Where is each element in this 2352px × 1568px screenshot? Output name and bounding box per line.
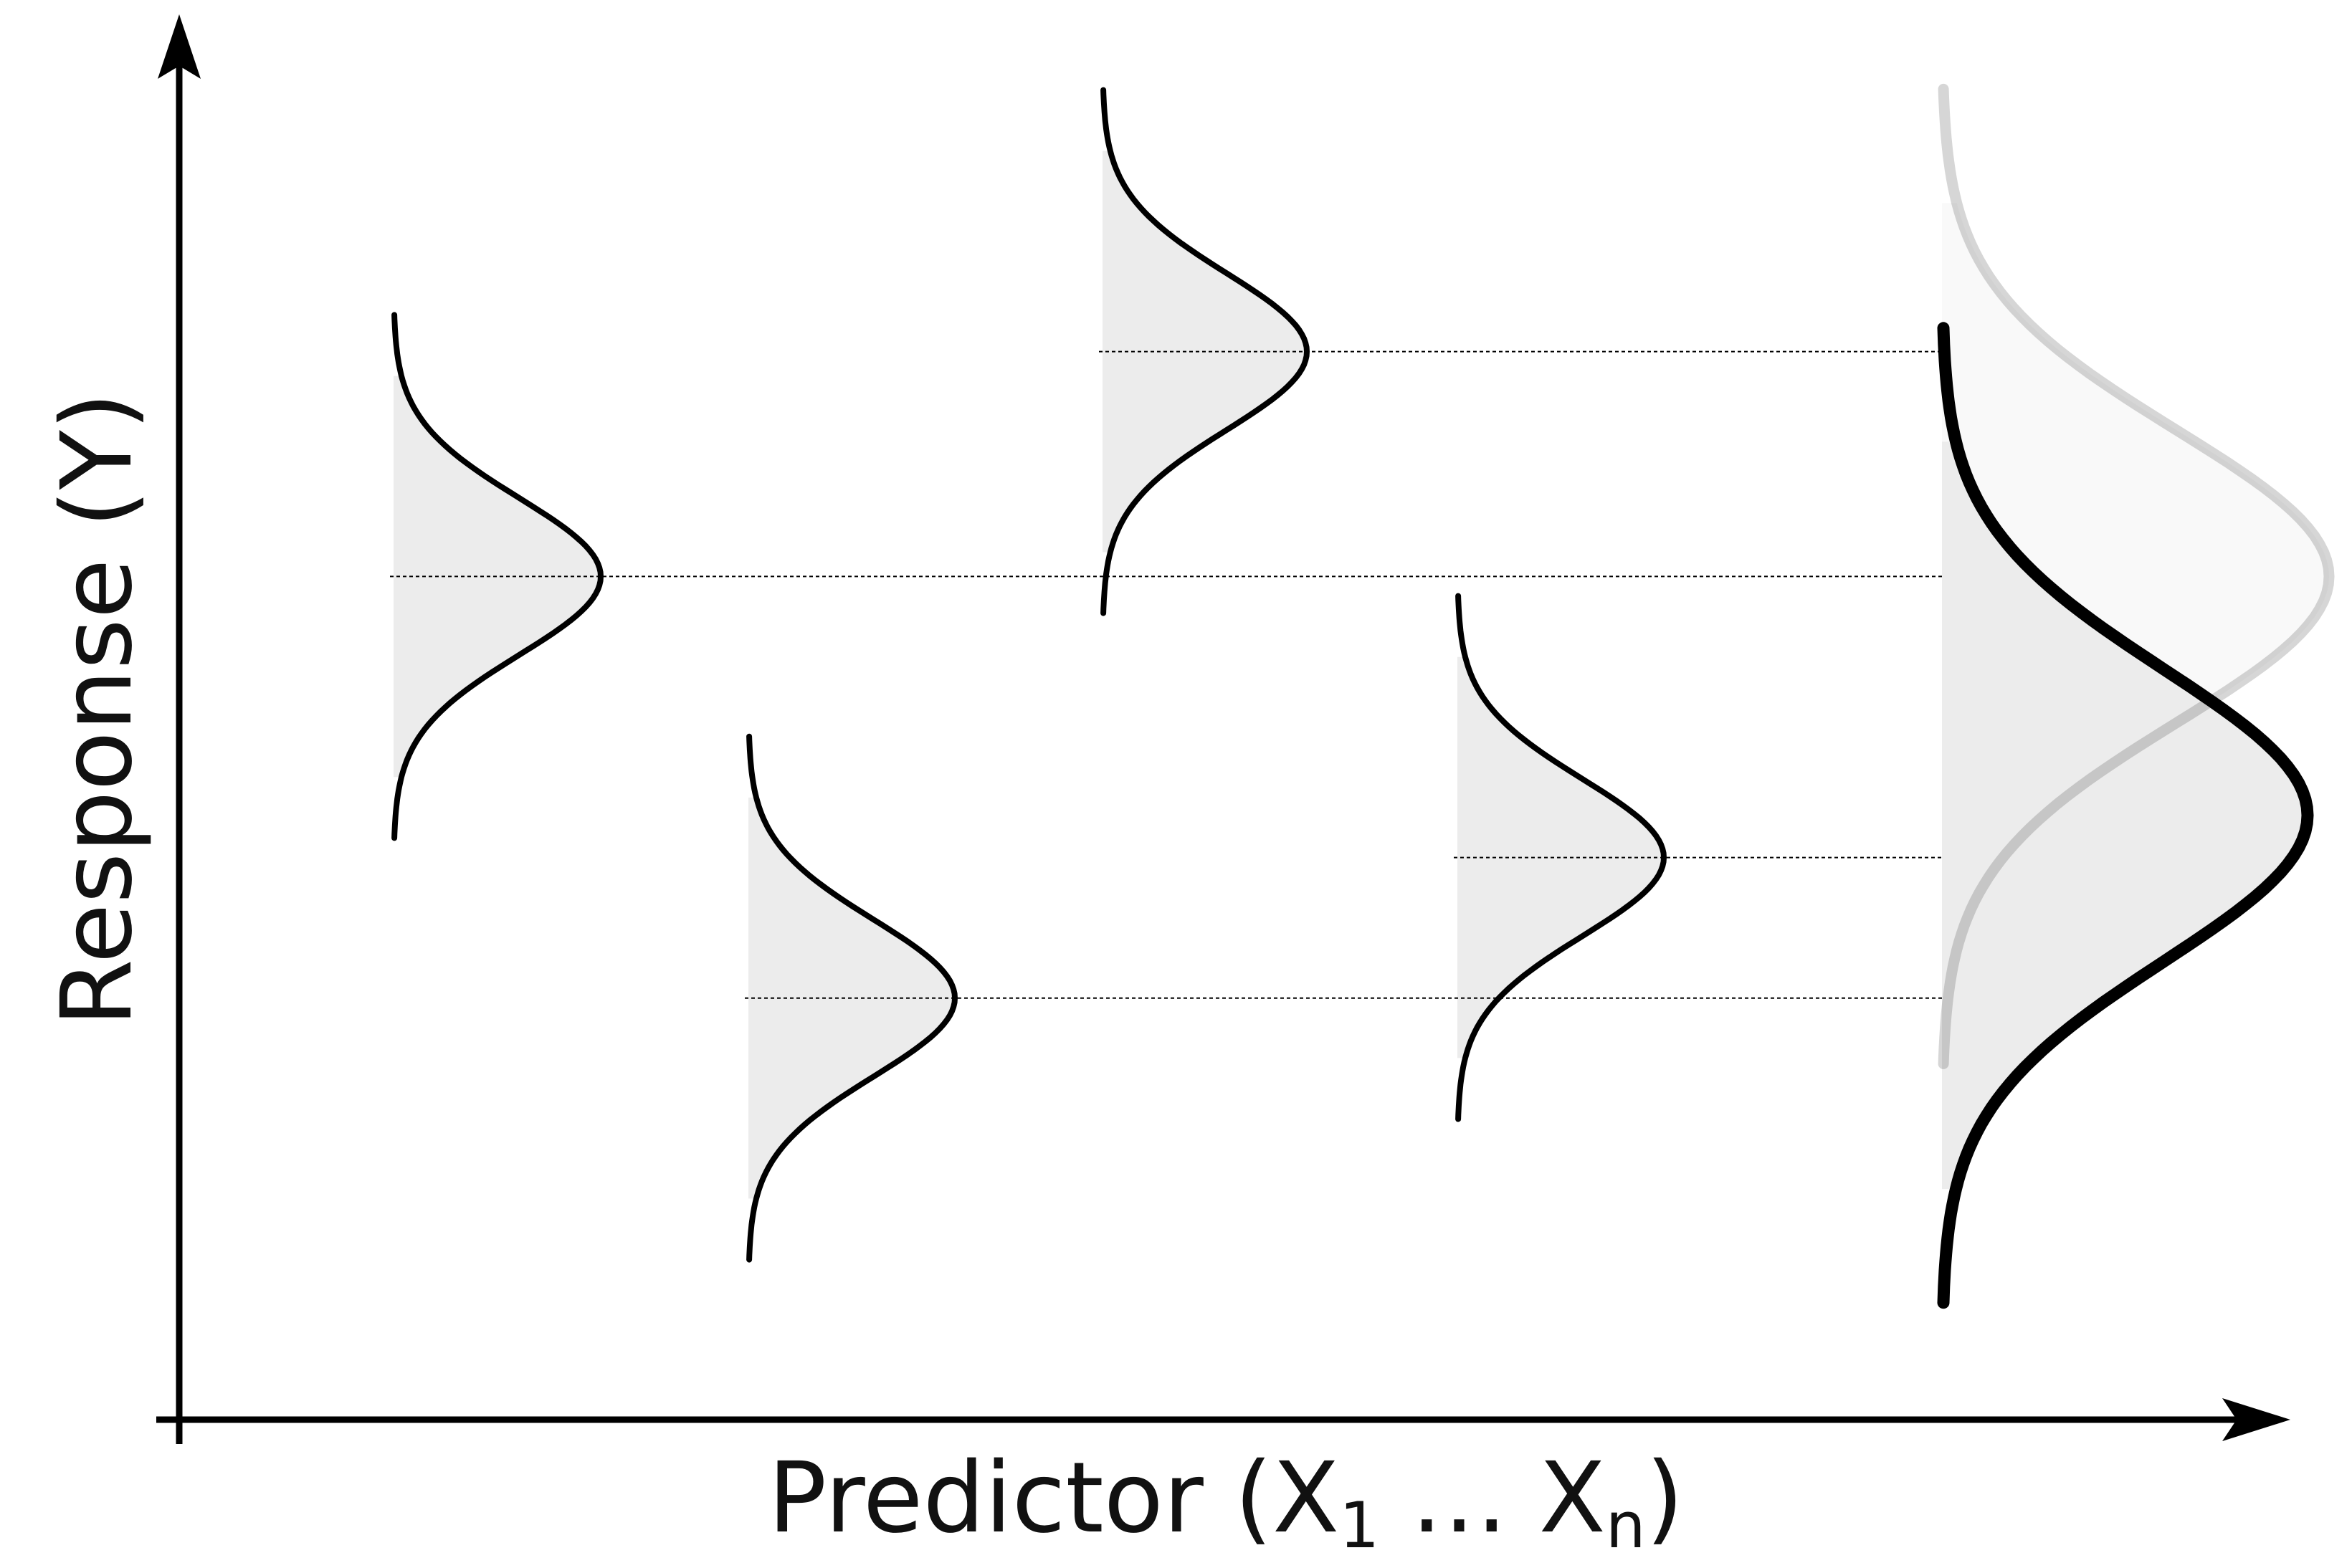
- projection-guides: [390, 350, 1942, 999]
- combined-distribution-curve: [1937, 322, 2314, 1309]
- distribution-curves: [391, 83, 2335, 1309]
- x-axis-label: Predictor (X1 … Xn): [768, 1442, 1684, 1562]
- y-axis: [158, 14, 201, 1444]
- reference-distribution-curve: [1938, 83, 2335, 1069]
- y-axis-arrow-icon: [158, 14, 201, 79]
- distribution-4-curve: [1455, 593, 1667, 1122]
- x-axis: [156, 1398, 2290, 1441]
- curve-fills: [394, 150, 2329, 1199]
- distribution-2-curve: [746, 733, 958, 1263]
- y-axis-label: Response (Y): [41, 392, 154, 1027]
- distribution-3-curve: [1100, 87, 1310, 616]
- x-label-ellipsis: … X: [1379, 1442, 1606, 1555]
- x-label-sub-start: 1: [1339, 1488, 1379, 1562]
- x-label-main: Predictor (X: [768, 1442, 1339, 1555]
- x-label-sub-end: n: [1606, 1488, 1646, 1562]
- x-axis-arrow-icon: [2222, 1398, 2290, 1441]
- distribution-1-curve: [391, 312, 604, 841]
- distribution-1-fill: [394, 376, 601, 778]
- combined-distribution-fill: [1942, 441, 2308, 1190]
- x-label-close: ): [1646, 1442, 1684, 1555]
